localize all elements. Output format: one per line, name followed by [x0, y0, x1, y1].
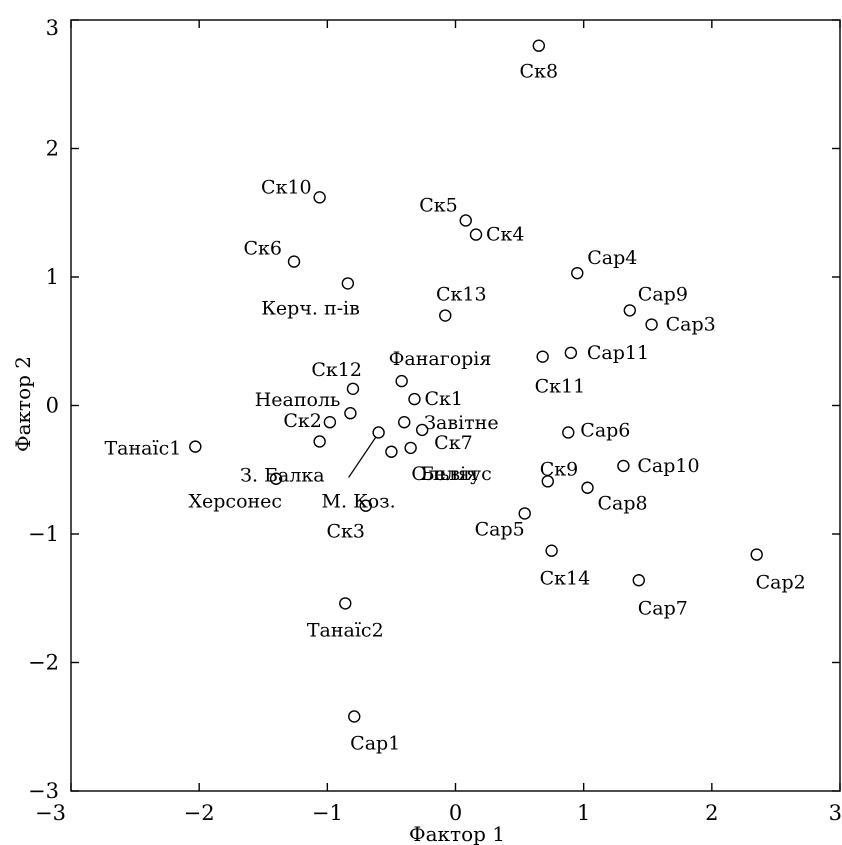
point-label: Ск14 [540, 568, 591, 590]
data-point [532, 39, 546, 52]
data-point [346, 382, 360, 395]
point-label: Сар2 [756, 572, 806, 594]
data-point [385, 445, 398, 458]
data-point [348, 710, 361, 723]
data-point [545, 544, 558, 557]
point-label: Ск1 [424, 388, 463, 410]
point-label: Ск12 [311, 359, 362, 381]
point-label: Ск6 [243, 238, 282, 260]
x-tick-label: 3 [829, 801, 842, 825]
point-label: Ольвія [411, 463, 478, 485]
data-point [645, 318, 658, 331]
data-point [339, 597, 352, 610]
point-label: Сар1 [350, 732, 400, 754]
point-label: Ск5 [419, 194, 458, 216]
data-point [623, 304, 637, 317]
point-label: З. Балка [240, 464, 324, 486]
data-point [189, 440, 202, 453]
data-point [372, 426, 385, 439]
x-tick-label: 0 [449, 801, 462, 825]
data-point [469, 228, 483, 241]
point-label: Сар11 [587, 342, 649, 364]
data-point [415, 423, 429, 437]
point-label: Танаїс2 [307, 619, 384, 641]
y-axis-title: Фактор 2 [11, 356, 35, 452]
data-point [536, 350, 549, 363]
data-point [562, 426, 575, 439]
point-label: Сар8 [598, 493, 648, 515]
point-label: Сар6 [580, 419, 630, 441]
data-point [564, 346, 578, 360]
point-label: Фанагорія [389, 348, 492, 370]
point-label: Ск2 [283, 410, 322, 432]
point-label: Сар9 [638, 283, 688, 305]
point-label: Ск8 [520, 61, 559, 83]
point-label: Сар7 [638, 597, 688, 619]
point-label: Неаполь [255, 389, 341, 411]
y-tick-label: −2 [28, 651, 59, 675]
y-tick-label: 3 [46, 16, 59, 40]
point-label: Сар3 [666, 314, 716, 336]
data-point [581, 481, 594, 494]
point-label: Ск3 [327, 521, 366, 543]
y-tick-label: 1 [46, 265, 59, 289]
data-point [395, 374, 408, 388]
data-points [189, 39, 763, 723]
data-point [323, 416, 337, 429]
x-axis-title: Фактор 1 [409, 822, 505, 845]
data-point [408, 392, 421, 406]
data-point [750, 548, 763, 561]
axis-tick-labels: −3 −2 −1 0 1 2 3 −3 −2 −1 0 1 2 3 [28, 16, 842, 825]
data-point [359, 499, 372, 512]
point-label: Ск9 [540, 458, 579, 480]
point-labels: Ск8 Ск10 Ск5 Ск4 Ск6 Сар4 Керч. п-ів Сар9 Сар3 Ск… [105, 61, 806, 755]
point-label: Ск11 [535, 376, 586, 398]
data-point [313, 435, 326, 448]
data-point [518, 507, 531, 520]
point-label: Ск13 [436, 284, 487, 306]
data-point [404, 441, 417, 455]
y-tick-label: 2 [46, 137, 59, 161]
data-point [313, 191, 326, 204]
data-point [541, 475, 554, 488]
point-label: Сар5 [475, 518, 525, 540]
data-point [617, 459, 630, 473]
point-label: Сар10 [637, 455, 699, 477]
point-label: Ск4 [486, 224, 525, 246]
x-tick-label: −1 [312, 801, 343, 825]
y-tick-label: −1 [28, 522, 59, 546]
point-label: Керч. п-ів [261, 297, 360, 319]
data-point [571, 266, 584, 280]
leader-lines [348, 437, 377, 478]
point-label: Беляус [421, 463, 492, 485]
point-label: Ск7 [434, 432, 473, 454]
point-label: Херсонес [189, 491, 283, 513]
data-point [269, 472, 283, 485]
y-tick-label: −3 [28, 779, 59, 803]
axis-ticks [70, 19, 841, 792]
data-point [632, 574, 645, 587]
point-label: М. Коз. [322, 490, 396, 512]
x-tick-label: −2 [184, 801, 215, 825]
point-label: Ск10 [261, 176, 312, 198]
data-point [398, 416, 411, 429]
x-tick-label: 1 [577, 801, 590, 825]
x-tick-label: 2 [705, 801, 718, 825]
data-point [459, 214, 472, 227]
data-point [344, 407, 357, 420]
point-label: Завітне [424, 412, 498, 434]
data-point [341, 277, 355, 290]
point-label: Сар4 [587, 247, 637, 269]
leader-line [348, 437, 377, 478]
data-point [287, 255, 301, 268]
point-label: Танаїс1 [105, 438, 182, 460]
y-tick-label: 0 [46, 394, 59, 418]
data-point [439, 309, 452, 322]
x-tick-label: −3 [35, 801, 66, 825]
